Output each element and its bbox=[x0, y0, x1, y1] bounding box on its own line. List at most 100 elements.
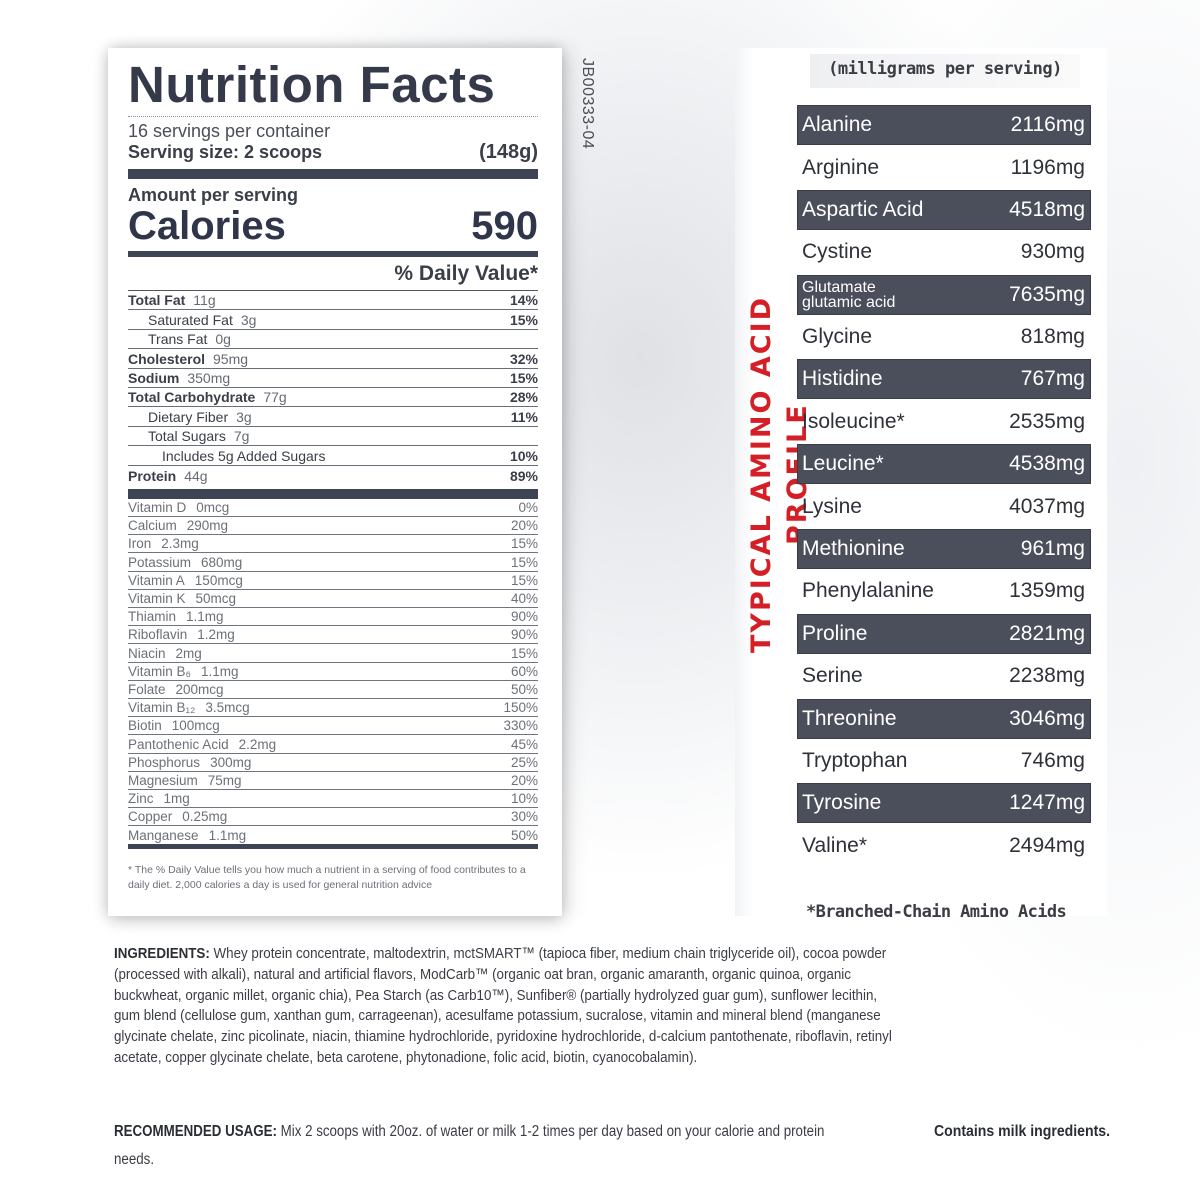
vitamin-daily-value: 90% bbox=[510, 609, 538, 625]
amino-acid-row: Tyrosine 1247mg bbox=[797, 783, 1091, 824]
serving-size: Serving size: 2 scoops (148g) bbox=[128, 141, 538, 163]
macro-name: Protein bbox=[128, 467, 177, 484]
vitamin-daily-value: 20% bbox=[510, 518, 538, 534]
macro-name-cell: Includes 5g Added Sugars bbox=[162, 448, 333, 465]
vitamin-amount: 0mcg bbox=[196, 500, 230, 516]
vitamin-row: Calcium 290mg 20% bbox=[128, 517, 538, 536]
amino-acid-name: Alanine bbox=[802, 113, 873, 137]
daily-value-footnote: * The % Daily Value tells you how much a… bbox=[128, 864, 526, 891]
amino-acid-row: Isoleucine* 2535mg bbox=[797, 401, 1091, 443]
amino-acid-name: Histidine bbox=[802, 367, 883, 391]
vitamin-daily-value: 90% bbox=[510, 627, 538, 643]
vitamin-row: Copper 0.25mg 30% bbox=[128, 808, 538, 827]
lot-code: JB00333-04 bbox=[579, 58, 596, 150]
vitamin-name-cell: Riboflavin 1.2mg bbox=[128, 627, 235, 643]
amino-acid-value: 2116mg bbox=[1010, 113, 1085, 137]
vitamin-amount: 3.5mcg bbox=[205, 700, 250, 716]
calories-value: 590 bbox=[471, 204, 538, 248]
macro-name-cell: Total Fat 11g bbox=[128, 292, 216, 309]
macro-name-cell: Dietary Fiber 3g bbox=[148, 409, 252, 426]
macro-name-cell: Saturated Fat 3g bbox=[148, 312, 256, 329]
vitamin-name-cell: Calcium 290mg bbox=[128, 518, 228, 534]
serving-size-label: Serving size: 2 scoops bbox=[128, 142, 323, 162]
amino-acid-value: 7635mg bbox=[1009, 282, 1085, 306]
amino-acid-value: 930mg bbox=[1020, 240, 1085, 264]
vitamin-name-cell: Magnesium 75mg bbox=[128, 773, 242, 789]
amino-acid-value: 961mg bbox=[1020, 537, 1085, 561]
amino-acid-name: Arginine bbox=[802, 155, 880, 179]
amino-acid-row: Glutamate glutamic acid 7635mg bbox=[797, 274, 1091, 315]
vitamin-name-cell: Thiamin 1.1mg bbox=[128, 609, 224, 625]
calories-label: Calories bbox=[128, 204, 286, 248]
amino-acid-name: Aspartic Acid bbox=[802, 197, 924, 221]
amount-per-serving: Amount per serving bbox=[128, 185, 299, 205]
vitamin-name: Magnesium bbox=[128, 772, 198, 788]
amino-acid-value: 4518mg bbox=[1009, 197, 1085, 221]
vitamin-amount: 150mcg bbox=[194, 572, 243, 588]
vitamin-name: Copper bbox=[128, 809, 173, 825]
divider-thick bbox=[128, 488, 538, 499]
vitamin-name-cell: Vitamin B₆ 1.1mg bbox=[128, 664, 239, 680]
allergen-statement: Contains milk ingredients. bbox=[934, 1123, 1111, 1140]
amino-acid-value: 818mg bbox=[1020, 325, 1085, 349]
macro-row: Protein 44g 89% bbox=[128, 466, 538, 485]
amino-acid-value: 746mg bbox=[1020, 748, 1085, 772]
vitamin-amount: 200mcg bbox=[175, 681, 224, 697]
amino-acid-name: Valine* bbox=[802, 833, 867, 857]
amino-acid-row: Tryptophan 746mg bbox=[797, 740, 1091, 782]
vitamin-row: Iron 2.3mg 15% bbox=[128, 535, 538, 554]
vitamin-name: Manganese bbox=[128, 828, 199, 844]
divider-medium bbox=[128, 844, 538, 850]
amino-acid-name: Phenylalanine bbox=[802, 579, 934, 603]
amino-acid-name: Tyrosine bbox=[802, 791, 882, 815]
calories-row: Calories 590 bbox=[128, 205, 538, 247]
vitamin-row: Potassium 680mg 15% bbox=[128, 553, 538, 572]
macro-name: Total Sugars bbox=[148, 428, 226, 445]
macro-row: Includes 5g Added Sugars 10% bbox=[128, 446, 538, 466]
vitamin-name: Iron bbox=[128, 536, 152, 552]
amino-acid-name: Isoleucine* bbox=[802, 409, 905, 433]
vitamin-name: Calcium bbox=[128, 518, 177, 534]
vitamin-name-cell: Pantothenic Acid 2.2mg bbox=[128, 737, 276, 753]
macro-name: Trans Fat bbox=[148, 331, 208, 348]
macro-daily-value: 28% bbox=[509, 389, 538, 406]
vitamin-amount: 1.1mg bbox=[208, 828, 247, 844]
amino-acid-value: 4538mg bbox=[1009, 452, 1085, 476]
vitamin-row: Vitamin B₆ 1.1mg 60% bbox=[128, 663, 538, 681]
macro-daily-value: 11% bbox=[510, 408, 538, 425]
macro-daily-value: 89% bbox=[509, 467, 538, 484]
vitamin-daily-value: 25% bbox=[510, 754, 538, 770]
amino-acid-row: Cystine 930mg bbox=[797, 231, 1091, 273]
macro-daily-value: 15% bbox=[509, 369, 538, 386]
macro-row: Saturated Fat 3g 15% bbox=[128, 310, 538, 330]
vitamin-name-cell: Vitamin A 150mcg bbox=[128, 573, 243, 589]
vitamin-name: Vitamin B₁₂ bbox=[128, 700, 196, 716]
nutrition-facts-title: Nutrition Facts bbox=[128, 56, 538, 117]
macro-row: Cholesterol 95mg 32% bbox=[128, 349, 538, 369]
divider-thick bbox=[128, 169, 538, 179]
amino-acid-value: 1359mg bbox=[1009, 579, 1085, 603]
macro-name-cell: Sodium 350mg bbox=[128, 370, 230, 387]
macro-row: Total Sugars 7g bbox=[128, 427, 538, 447]
amino-acid-row: Lysine 4037mg bbox=[797, 485, 1091, 527]
macro-daily-value: 14% bbox=[509, 292, 538, 309]
vitamin-daily-value: 15% bbox=[510, 554, 538, 570]
vitamin-name-cell: Vitamin K 50mcg bbox=[128, 591, 236, 607]
macro-name: Total Fat bbox=[128, 292, 186, 309]
amino-acid-name: Glutamate glutamic acid bbox=[802, 279, 896, 311]
macro-row: Total Carbohydrate 77g 28% bbox=[128, 388, 538, 408]
amino-acid-name-line2: glutamic acid bbox=[802, 293, 896, 311]
amino-acid-name: Cystine bbox=[802, 240, 873, 264]
macro-name-cell: Cholesterol 95mg bbox=[128, 351, 248, 368]
vitamin-daily-value: 60% bbox=[510, 663, 538, 679]
vitamin-row: Phosphorus 300mg 25% bbox=[128, 754, 538, 772]
vitamin-row: Vitamin B₁₂ 3.5mcg 150% bbox=[128, 699, 538, 718]
macro-daily-value: 15% bbox=[509, 311, 538, 328]
vitamin-name: Folate bbox=[128, 681, 166, 697]
macro-name: Dietary Fiber bbox=[148, 408, 229, 425]
amino-acid-row: Leucine* 4538mg bbox=[797, 444, 1091, 485]
amino-acid-name: Glycine bbox=[802, 325, 873, 349]
macro-row: Total Fat 11g 14% bbox=[128, 291, 538, 311]
vitamin-row: Vitamin A 150mcg 15% bbox=[128, 572, 538, 590]
vitamin-daily-value: 15% bbox=[510, 572, 538, 588]
